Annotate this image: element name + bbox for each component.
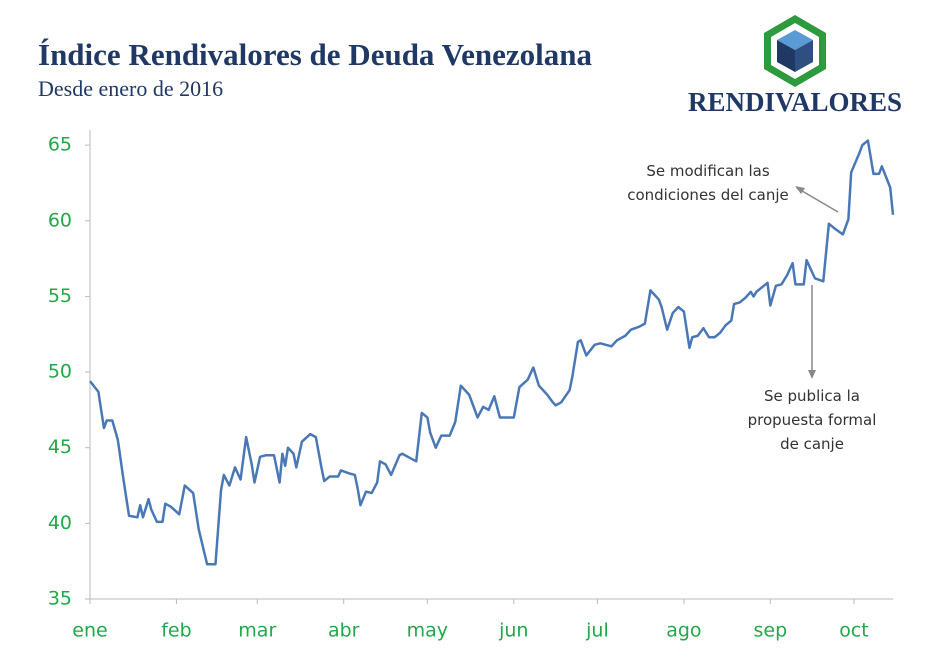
annotation: de canje: [780, 435, 844, 453]
x-tick-label: feb: [161, 620, 191, 642]
logo-text: RENDIVALORES: [688, 87, 902, 117]
x-tick-label: may: [407, 620, 448, 642]
logo-icon: [764, 15, 826, 87]
x-tick-label: ene: [72, 620, 107, 642]
y-tick-label: 55: [48, 285, 72, 307]
annotation-arrowhead: [795, 186, 805, 194]
x-tick-label: abr: [328, 620, 360, 642]
x-tick-label: oct: [839, 620, 869, 642]
y-tick-label: 60: [48, 209, 72, 231]
annotation: propuesta formal: [748, 411, 877, 429]
y-tick-label: 50: [48, 361, 72, 383]
x-tick-label: ago: [666, 620, 701, 642]
chart-title: Índice Rendivalores de Deuda Venezolana: [38, 37, 593, 72]
annotation: Se publica la: [764, 387, 860, 405]
y-tick-label: 45: [48, 436, 72, 458]
y-tick-label: 40: [48, 512, 72, 534]
x-tick-label: sep: [753, 620, 787, 642]
annotation-arrowhead: [808, 370, 816, 379]
x-tick-label: mar: [238, 620, 276, 642]
y-tick-label: 35: [48, 588, 72, 610]
x-tick-label: jun: [498, 620, 528, 642]
y-tick-label: 65: [48, 134, 72, 156]
annotation: condiciones del canje: [627, 186, 789, 204]
annotation: Se modifican las: [646, 162, 770, 180]
data-line: [89, 139, 895, 566]
chart-subtitle: Desde enero de 2016: [38, 76, 223, 101]
annotation-arrow: [796, 187, 839, 213]
x-tick-label: jul: [585, 620, 609, 642]
